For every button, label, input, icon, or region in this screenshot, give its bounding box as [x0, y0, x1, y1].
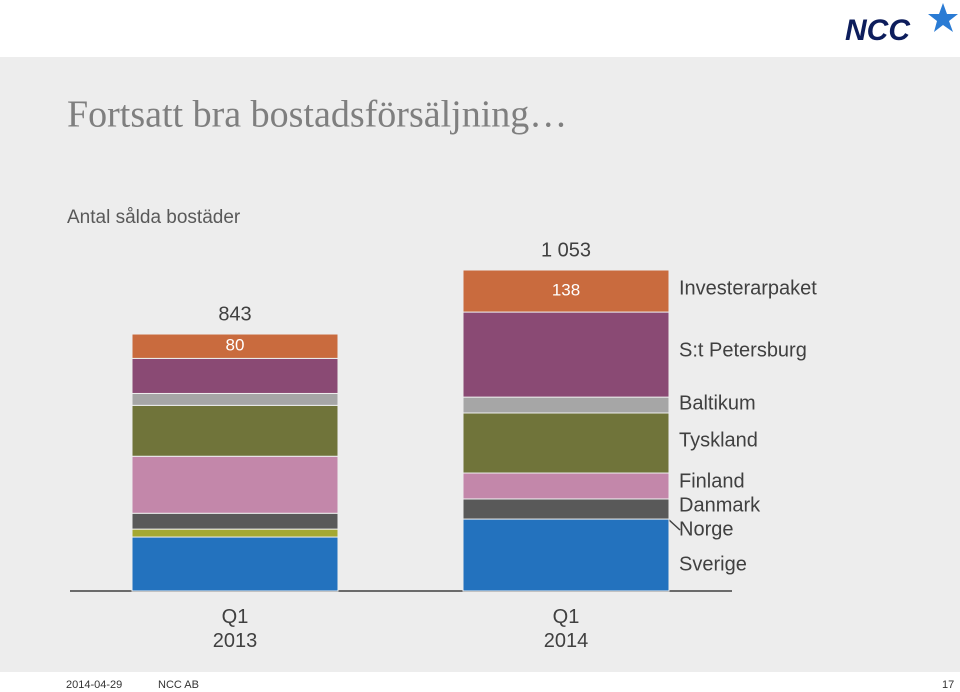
legend-label: S:t Petersburg [679, 339, 807, 361]
x-tick-label: Q1 2013 [212, 606, 258, 652]
footer-date: 2014-04-29 [66, 679, 123, 691]
legend-connector [667, 518, 681, 531]
logo-text: NCC [845, 14, 911, 47]
bar-segment [131, 392, 339, 406]
legend-label: Investerarpaket [679, 277, 817, 299]
bar-segment [131, 333, 339, 359]
bar-segment [462, 518, 670, 592]
chart-title: Fortsatt bra bostadsförsäljning… [67, 94, 567, 136]
legend-label: Sverige [679, 553, 747, 575]
bar-segment [462, 269, 670, 313]
logo-star [928, 3, 958, 32]
legend-label: Norge [679, 518, 733, 540]
legend-label: Finland [679, 470, 745, 492]
bar-segment [462, 472, 670, 500]
total-label: 843 [218, 303, 251, 325]
bar-segment [131, 357, 339, 394]
bar-segment [131, 528, 339, 538]
bar-segment [462, 396, 670, 414]
x-tick-label: Q1 2014 [543, 606, 589, 652]
legend-label: Tyskland [679, 429, 758, 451]
bar-segment [462, 412, 670, 474]
data-label: 138 [552, 281, 580, 300]
bar-segment [462, 311, 670, 398]
legend-label: Danmark [679, 494, 761, 516]
bar-segment [462, 498, 670, 520]
bar-segment [131, 536, 339, 592]
total-label: 1 053 [541, 239, 591, 261]
legend-label: Baltikum [679, 392, 756, 414]
chart-subtitle: Antal sålda bostäder [67, 207, 241, 228]
data-label: 80 [226, 336, 245, 355]
page-number: 17 [942, 679, 955, 691]
logo: NCC [845, 3, 958, 47]
bar-segment [131, 404, 339, 457]
bar-segment [131, 512, 339, 530]
bar-segment [131, 455, 339, 514]
footer-company: NCC AB [158, 679, 199, 691]
